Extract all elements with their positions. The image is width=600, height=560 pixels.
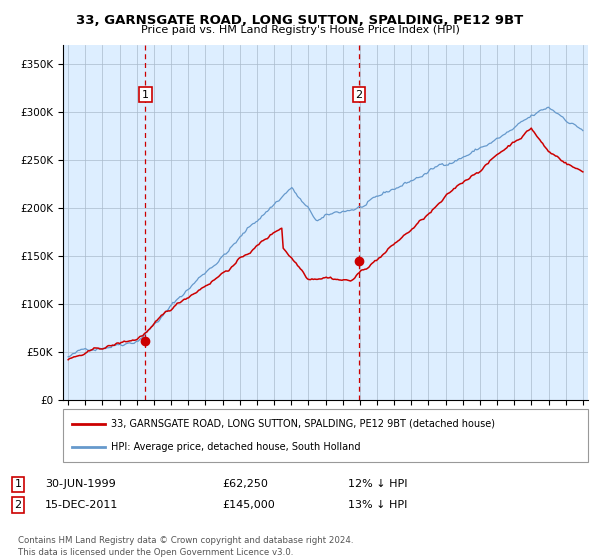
Text: HPI: Average price, detached house, South Holland: HPI: Average price, detached house, Sout…	[111, 442, 361, 452]
Text: 2: 2	[14, 500, 22, 510]
Text: £145,000: £145,000	[222, 500, 275, 510]
Text: 33, GARNSGATE ROAD, LONG SUTTON, SPALDING, PE12 9BT: 33, GARNSGATE ROAD, LONG SUTTON, SPALDIN…	[76, 14, 524, 27]
Text: 15-DEC-2011: 15-DEC-2011	[45, 500, 118, 510]
Text: 30-JUN-1999: 30-JUN-1999	[45, 479, 116, 489]
Text: Contains HM Land Registry data © Crown copyright and database right 2024.
This d: Contains HM Land Registry data © Crown c…	[18, 536, 353, 557]
Text: 1: 1	[14, 479, 22, 489]
Text: 2: 2	[356, 90, 362, 100]
Text: 1: 1	[142, 90, 149, 100]
Text: 12% ↓ HPI: 12% ↓ HPI	[348, 479, 407, 489]
Text: 13% ↓ HPI: 13% ↓ HPI	[348, 500, 407, 510]
Text: £62,250: £62,250	[222, 479, 268, 489]
Text: Price paid vs. HM Land Registry's House Price Index (HPI): Price paid vs. HM Land Registry's House …	[140, 25, 460, 35]
Text: 33, GARNSGATE ROAD, LONG SUTTON, SPALDING, PE12 9BT (detached house): 33, GARNSGATE ROAD, LONG SUTTON, SPALDIN…	[111, 419, 495, 429]
